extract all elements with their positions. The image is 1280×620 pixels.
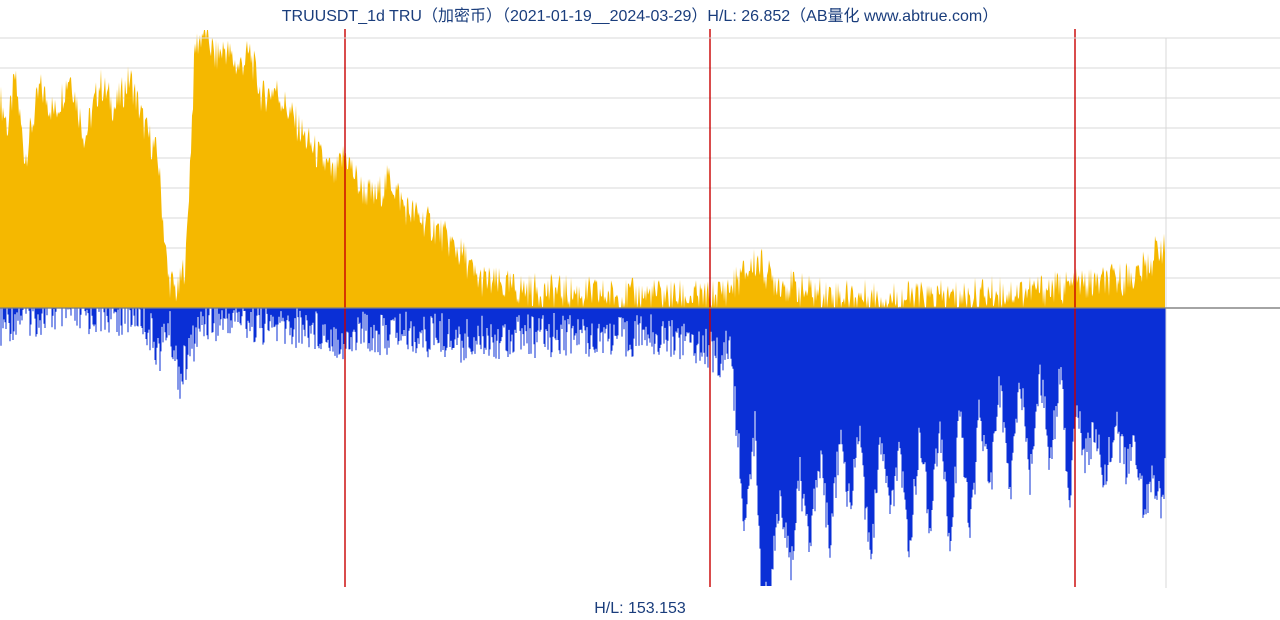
chart-title: TRUUSDT_1d TRU（加密币）（2021-01-19__2024-03-…: [0, 2, 1280, 26]
chart-plot-area: [0, 28, 1280, 588]
chart-svg: [0, 28, 1280, 588]
chart-footer-label: H/L: 153.153: [0, 600, 1280, 618]
